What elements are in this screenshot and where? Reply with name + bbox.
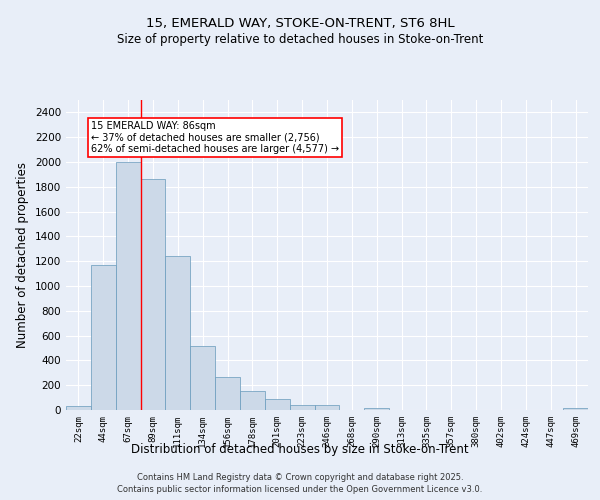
Text: 15 EMERALD WAY: 86sqm
← 37% of detached houses are smaller (2,756)
62% of semi-d: 15 EMERALD WAY: 86sqm ← 37% of detached … [91, 121, 339, 154]
Bar [215, 376, 240, 410]
Bar [66, 406, 91, 410]
Bar [290, 405, 314, 410]
Text: 15, EMERALD WAY, STOKE-ON-TRENT, ST6 8HL: 15, EMERALD WAY, STOKE-ON-TRENT, ST6 8HL [146, 18, 454, 30]
Text: Distribution of detached houses by size in Stoke-on-Trent: Distribution of detached houses by size … [131, 442, 469, 456]
Bar [364, 408, 389, 410]
Text: Contains public sector information licensed under the Open Government Licence v3: Contains public sector information licen… [118, 485, 482, 494]
Text: Size of property relative to detached houses in Stoke-on-Trent: Size of property relative to detached ho… [117, 32, 483, 46]
Bar [190, 346, 215, 410]
Bar [91, 265, 116, 410]
Bar [140, 180, 166, 410]
Y-axis label: Number of detached properties: Number of detached properties [16, 162, 29, 348]
Bar [265, 399, 290, 410]
Text: Contains HM Land Registry data © Crown copyright and database right 2025.: Contains HM Land Registry data © Crown c… [137, 472, 463, 482]
Bar [116, 162, 140, 410]
Bar [563, 408, 588, 410]
Bar [314, 405, 340, 410]
Bar [166, 256, 190, 410]
Bar [240, 392, 265, 410]
